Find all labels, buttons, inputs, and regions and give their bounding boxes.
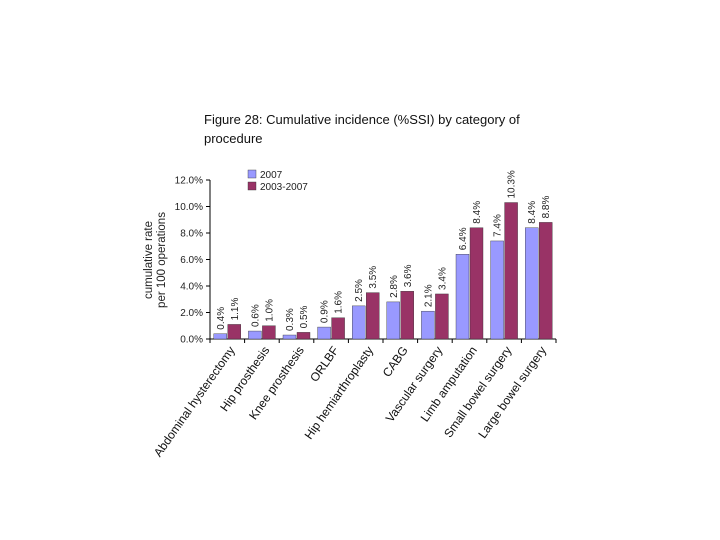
y-tick-label: 4.0% xyxy=(180,282,203,293)
y-tick-label: 2.0% xyxy=(180,308,203,319)
data-label: 3.5% xyxy=(368,266,379,289)
data-label: 8.4% xyxy=(472,201,483,224)
bar-2003-2007 xyxy=(504,202,518,340)
data-label: 10.3% xyxy=(507,170,518,198)
y-tick-label: 0.0% xyxy=(180,335,203,346)
data-label: 1.1% xyxy=(230,298,241,321)
bar-2007 xyxy=(455,253,470,340)
chart-title: Figure 28: Cumulative incidence (%SSI) b… xyxy=(204,112,520,146)
data-label: 2.1% xyxy=(423,284,434,307)
y-tick-label: 8.0% xyxy=(180,229,203,240)
category-label: ORLBF xyxy=(307,344,341,385)
bar-2003-2007 xyxy=(469,227,484,340)
data-label: 0.9% xyxy=(320,300,331,323)
data-label: 8.4% xyxy=(527,201,538,224)
data-label: 0.5% xyxy=(299,305,310,328)
bar-2003-2007 xyxy=(400,291,414,340)
data-label: 1.0% xyxy=(264,299,275,322)
bar-2007 xyxy=(525,227,539,340)
bar-2003-2007 xyxy=(435,293,449,340)
bar-2007 xyxy=(352,305,366,340)
legend-label: 2007 xyxy=(260,170,283,181)
data-label: 2.8% xyxy=(389,275,400,298)
category-label: Hip hemiarthroplasty xyxy=(302,344,377,442)
bar-2007 xyxy=(490,240,504,340)
y-tick-label: 12.0% xyxy=(175,176,203,187)
bar-2007 xyxy=(248,330,262,340)
bar-2003-2007 xyxy=(296,332,311,340)
bars xyxy=(213,202,553,340)
legend-label: 2003-2007 xyxy=(260,182,308,193)
data-label: 3.4% xyxy=(437,267,448,290)
category-label: CABG xyxy=(380,344,411,380)
y-tick-label: 6.0% xyxy=(180,255,203,266)
bar-2003-2007 xyxy=(539,222,553,340)
legend-swatch xyxy=(247,181,257,191)
bar-2007 xyxy=(282,334,297,340)
y-axis-title: cumulative rateper 100 operations xyxy=(143,212,168,308)
category-label: Large bowel surgery xyxy=(475,344,549,441)
value-labels: 0.4% 1.1% 0.6% 1.0% 0.3% 0.5% 0.9% 1.6% 2.5%3.5%… xyxy=(216,170,552,331)
y-tick-label: 10.0% xyxy=(175,202,203,213)
bar-2003-2007 xyxy=(366,292,380,340)
bar-2007 xyxy=(421,310,435,340)
data-label: 0.3% xyxy=(285,308,296,331)
y-axis-title-line: cumulative rate xyxy=(143,221,155,299)
bar-2007 xyxy=(386,301,400,340)
y-axis-title-line: per 100 operations xyxy=(156,212,168,308)
data-label: 0.6% xyxy=(250,304,261,327)
data-label: 3.6% xyxy=(403,264,414,287)
bar-2007 xyxy=(213,333,228,340)
data-label: 1.6% xyxy=(334,291,345,314)
legend-swatch xyxy=(247,169,257,179)
data-label: 6.4% xyxy=(458,227,469,250)
data-label: 7.4% xyxy=(493,214,504,237)
bar-2003-2007 xyxy=(227,324,242,340)
data-label: 0.4% xyxy=(216,307,227,330)
bar-2003-2007 xyxy=(331,317,345,340)
bar-2003-2007 xyxy=(262,325,276,340)
data-label: 8.8% xyxy=(541,195,552,218)
bar-2007 xyxy=(317,326,331,340)
data-label: 2.5% xyxy=(354,279,365,302)
